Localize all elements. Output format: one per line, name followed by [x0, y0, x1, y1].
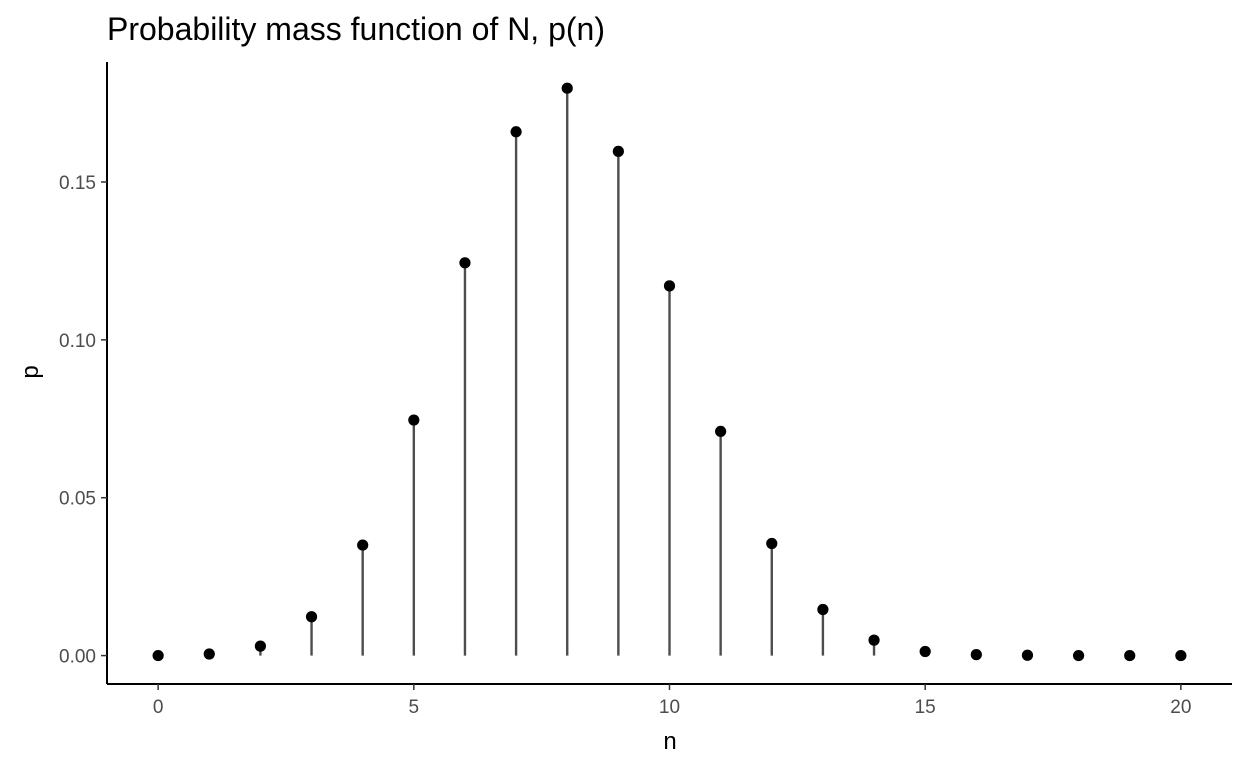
- y-tick-label: 0.10: [59, 331, 96, 352]
- point-n-16: [970, 649, 982, 661]
- point-n-7: [510, 126, 522, 138]
- point-n-18: [1072, 649, 1085, 662]
- points: [152, 82, 1187, 662]
- y-tick-label: 0.05: [59, 489, 96, 510]
- point-n-15: [919, 645, 931, 658]
- point-n-19: [1124, 649, 1136, 662]
- plot-area: [152, 82, 1187, 662]
- x-tick-label: 10: [659, 697, 680, 718]
- y-axis-title: p: [17, 365, 44, 378]
- x-tick-label: 5: [409, 697, 420, 718]
- point-n-6: [459, 257, 471, 269]
- point-n-5: [408, 414, 420, 426]
- x-axis-title: n: [663, 728, 676, 755]
- y-tick-label: 0.15: [59, 173, 96, 194]
- point-n-8: [561, 82, 573, 94]
- x-tick-label: 0: [153, 697, 164, 718]
- x-tick-label: 20: [1170, 697, 1191, 718]
- point-n-10: [663, 280, 676, 292]
- point-n-11: [715, 425, 727, 438]
- x-tick-label: 15: [915, 697, 936, 718]
- point-n-1: [203, 648, 215, 660]
- point-n-17: [1021, 649, 1034, 661]
- point-n-9: [612, 145, 624, 157]
- y-tick-label: 0.00: [59, 647, 96, 668]
- point-n-0: [152, 649, 164, 662]
- stems: [208, 88, 1029, 656]
- point-n-20: [1175, 649, 1187, 662]
- point-n-13: [817, 603, 829, 616]
- point-n-4: [357, 539, 369, 551]
- point-n-3: [305, 611, 318, 623]
- y-axis-ticks: 0.00 0.05 0.10 0.15: [59, 173, 107, 668]
- chart-title: Probability mass function of N, p(n): [107, 11, 605, 47]
- point-n-14: [868, 634, 880, 646]
- point-n-2: [254, 640, 267, 652]
- x-axis-ticks: 0 5 10 15 20: [153, 684, 1191, 718]
- point-n-12: [766, 537, 778, 550]
